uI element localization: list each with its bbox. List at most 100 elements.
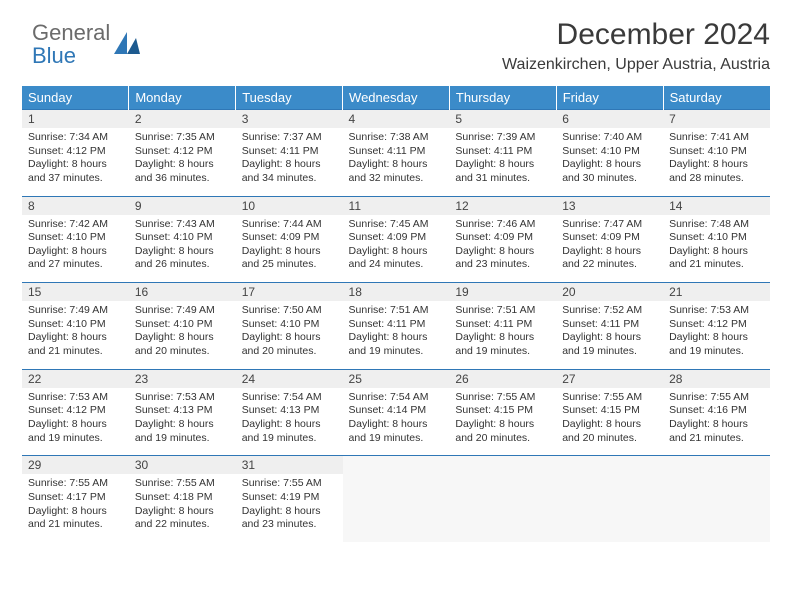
daylight-text: and 36 minutes. (135, 172, 230, 186)
day-data-cell: Sunrise: 7:53 AMSunset: 4:13 PMDaylight:… (129, 388, 236, 456)
sunset-text: Sunset: 4:12 PM (669, 318, 764, 332)
day-number-cell: 27 (556, 369, 663, 388)
daylight-text: and 19 minutes. (135, 432, 230, 446)
day-number-cell: 1 (22, 110, 129, 129)
daylight-text: Daylight: 8 hours (135, 245, 230, 259)
day-data-cell: Sunrise: 7:50 AMSunset: 4:10 PMDaylight:… (236, 301, 343, 369)
day-data-row: Sunrise: 7:55 AMSunset: 4:17 PMDaylight:… (22, 474, 770, 542)
day-data-row: Sunrise: 7:42 AMSunset: 4:10 PMDaylight:… (22, 215, 770, 283)
daylight-text: and 22 minutes. (135, 518, 230, 532)
day-number-cell: 21 (663, 283, 770, 302)
day-data-cell: Sunrise: 7:53 AMSunset: 4:12 PMDaylight:… (22, 388, 129, 456)
day-data-cell: Sunrise: 7:55 AMSunset: 4:18 PMDaylight:… (129, 474, 236, 542)
sunset-text: Sunset: 4:12 PM (28, 404, 123, 418)
sunset-text: Sunset: 4:11 PM (562, 318, 657, 332)
daylight-text: and 31 minutes. (455, 172, 550, 186)
day-number-cell: 4 (343, 110, 450, 129)
sunset-text: Sunset: 4:11 PM (349, 145, 444, 159)
day-number-cell: 25 (343, 369, 450, 388)
sunrise-text: Sunrise: 7:55 AM (28, 477, 123, 491)
daylight-text: and 19 minutes. (28, 432, 123, 446)
day-number-cell: 16 (129, 283, 236, 302)
daylight-text: Daylight: 8 hours (669, 245, 764, 259)
daylight-text: and 20 minutes. (562, 432, 657, 446)
daylight-text: and 21 minutes. (669, 258, 764, 272)
daylight-text: Daylight: 8 hours (349, 418, 444, 432)
daylight-text: Daylight: 8 hours (562, 331, 657, 345)
daylight-text: Daylight: 8 hours (242, 245, 337, 259)
daylight-text: Daylight: 8 hours (28, 158, 123, 172)
day-number-cell: 28 (663, 369, 770, 388)
sunrise-text: Sunrise: 7:42 AM (28, 218, 123, 232)
sunrise-text: Sunrise: 7:51 AM (349, 304, 444, 318)
weekday-header: Thursday (449, 86, 556, 110)
daylight-text: and 21 minutes. (28, 345, 123, 359)
day-number-cell: 29 (22, 456, 129, 475)
day-data-cell: Sunrise: 7:52 AMSunset: 4:11 PMDaylight:… (556, 301, 663, 369)
day-data-cell: Sunrise: 7:49 AMSunset: 4:10 PMDaylight:… (129, 301, 236, 369)
daylight-text: and 19 minutes. (562, 345, 657, 359)
day-data-cell: Sunrise: 7:34 AMSunset: 4:12 PMDaylight:… (22, 128, 129, 196)
sunrise-text: Sunrise: 7:46 AM (455, 218, 550, 232)
day-number-cell: 24 (236, 369, 343, 388)
sunrise-text: Sunrise: 7:43 AM (135, 218, 230, 232)
day-number-cell: 20 (556, 283, 663, 302)
sunset-text: Sunset: 4:18 PM (135, 491, 230, 505)
day-data-cell: Sunrise: 7:42 AMSunset: 4:10 PMDaylight:… (22, 215, 129, 283)
sunset-text: Sunset: 4:10 PM (669, 231, 764, 245)
sunset-text: Sunset: 4:10 PM (28, 318, 123, 332)
sunset-text: Sunset: 4:10 PM (135, 231, 230, 245)
sunset-text: Sunset: 4:11 PM (349, 318, 444, 332)
day-data-cell: Sunrise: 7:46 AMSunset: 4:09 PMDaylight:… (449, 215, 556, 283)
daylight-text: and 20 minutes. (455, 432, 550, 446)
sunset-text: Sunset: 4:15 PM (455, 404, 550, 418)
day-number-row: 1234567 (22, 110, 770, 129)
daylight-text: Daylight: 8 hours (135, 505, 230, 519)
weekday-header: Sunday (22, 86, 129, 110)
day-number-cell: 26 (449, 369, 556, 388)
sunset-text: Sunset: 4:10 PM (135, 318, 230, 332)
daylight-text: and 21 minutes. (28, 518, 123, 532)
sunset-text: Sunset: 4:10 PM (242, 318, 337, 332)
day-number-row: 891011121314 (22, 196, 770, 215)
day-data-cell: Sunrise: 7:37 AMSunset: 4:11 PMDaylight:… (236, 128, 343, 196)
sunset-text: Sunset: 4:09 PM (562, 231, 657, 245)
sunrise-text: Sunrise: 7:35 AM (135, 131, 230, 145)
daylight-text: and 28 minutes. (669, 172, 764, 186)
sunset-text: Sunset: 4:10 PM (562, 145, 657, 159)
day-data-cell: Sunrise: 7:55 AMSunset: 4:17 PMDaylight:… (22, 474, 129, 542)
daylight-text: Daylight: 8 hours (455, 158, 550, 172)
sunrise-text: Sunrise: 7:53 AM (28, 391, 123, 405)
sunset-text: Sunset: 4:13 PM (135, 404, 230, 418)
sunrise-text: Sunrise: 7:50 AM (242, 304, 337, 318)
day-number-cell: 19 (449, 283, 556, 302)
daylight-text: Daylight: 8 hours (562, 418, 657, 432)
day-data-cell: Sunrise: 7:35 AMSunset: 4:12 PMDaylight:… (129, 128, 236, 196)
day-data-cell: Sunrise: 7:55 AMSunset: 4:16 PMDaylight:… (663, 388, 770, 456)
daylight-text: and 24 minutes. (349, 258, 444, 272)
daylight-text: Daylight: 8 hours (669, 418, 764, 432)
sunset-text: Sunset: 4:10 PM (28, 231, 123, 245)
day-number-cell: 23 (129, 369, 236, 388)
weekday-header: Wednesday (343, 86, 450, 110)
daylight-text: and 20 minutes. (135, 345, 230, 359)
sunrise-text: Sunrise: 7:54 AM (242, 391, 337, 405)
day-data-row: Sunrise: 7:53 AMSunset: 4:12 PM Daylight:… (22, 388, 770, 456)
day-number-cell: 31 (236, 456, 343, 475)
daylight-text: and 27 minutes. (28, 258, 123, 272)
weekday-header: Tuesday (236, 86, 343, 110)
logo: General Blue (32, 22, 140, 68)
day-data-cell: Sunrise: 7:45 AMSunset: 4:09 PMDaylight:… (343, 215, 450, 283)
day-number-cell: 6 (556, 110, 663, 129)
day-number-cell (343, 456, 450, 475)
day-data-cell: Sunrise: 7:54 AMSunset: 4:14 PMDaylight:… (343, 388, 450, 456)
day-number-cell (556, 456, 663, 475)
day-data-cell: Sunrise: 7:54 AMSunset: 4:13 PMDaylight:… (236, 388, 343, 456)
sunrise-text: Sunrise: 7:55 AM (669, 391, 764, 405)
daylight-text: Daylight: 8 hours (562, 158, 657, 172)
daylight-text: and 32 minutes. (349, 172, 444, 186)
day-data-cell: Sunrise: 7:55 AMSunset: 4:15 PMDaylight:… (449, 388, 556, 456)
day-number-cell: 3 (236, 110, 343, 129)
sunrise-text: Sunrise: 7:55 AM (135, 477, 230, 491)
day-data-row: Sunrise: 7:34 AMSunset: 4:12 PMDaylight:… (22, 128, 770, 196)
